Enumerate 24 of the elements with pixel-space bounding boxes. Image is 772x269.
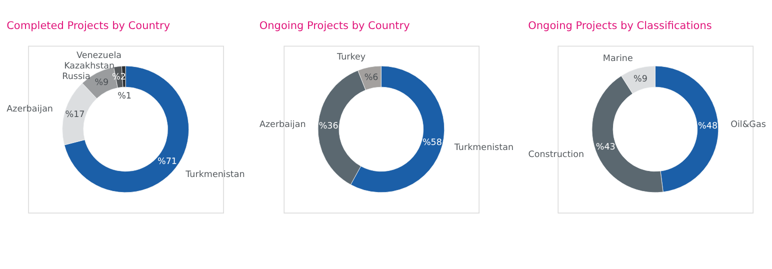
data-label: %9	[634, 74, 648, 84]
slice-label: Turkmenistan	[184, 170, 245, 180]
slice-label: Marine	[602, 54, 633, 64]
slice-label: Oil&Gas	[730, 120, 766, 130]
data-label: %17	[65, 110, 85, 120]
data-label: %71	[157, 157, 177, 168]
data-label: %58	[422, 138, 442, 148]
data-label: %1	[118, 92, 132, 102]
slice-label: Kazakhstan	[64, 62, 115, 72]
data-label: %36	[318, 122, 339, 132]
data-label: %9	[94, 78, 109, 88]
data-label: %48	[698, 122, 718, 132]
chart-title: Ongoing Projects by Country	[259, 20, 410, 32]
slice-label: Venezuela	[76, 51, 122, 62]
data-label: %43	[596, 142, 616, 153]
chart-title: Completed Projects by Country	[6, 20, 170, 32]
slice-label: Construction	[528, 150, 584, 160]
slice-label: Turkey	[336, 52, 366, 62]
chart-title: Ongoing Projects by Classifications	[528, 20, 712, 32]
slice-label: Azerbaijan	[6, 104, 53, 114]
slice-label: Azerbaijan	[259, 120, 306, 130]
slice-label: Russia	[62, 72, 90, 82]
data-label: %6	[364, 73, 379, 84]
slice-label: Turkmenistan	[453, 143, 514, 154]
